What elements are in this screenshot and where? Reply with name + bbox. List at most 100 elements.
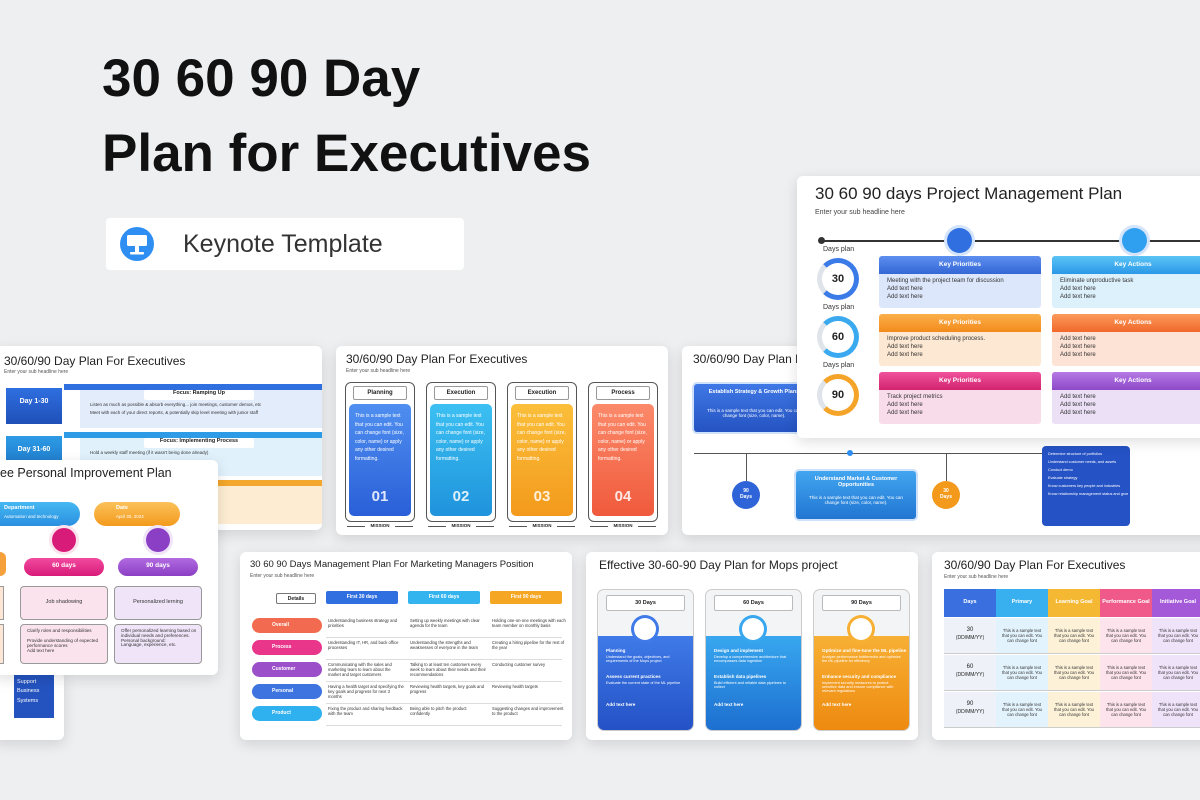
column-body [598, 636, 693, 730]
column-body [814, 636, 909, 730]
pill-label: Date [116, 505, 128, 511]
cell: Communicating with the sales and marketi… [328, 662, 392, 677]
item-head: Assess current practices [606, 674, 661, 679]
card-item: Add text here [887, 410, 923, 416]
column-frame [588, 382, 658, 522]
note: Provide understanding of expected perfor… [27, 638, 98, 648]
column: 60 Days Design and implement Develop a com… [706, 590, 801, 730]
slide-project: 30 60 90 days Project Management Plan Ent… [797, 176, 1200, 438]
card-item: Add text here [1060, 286, 1096, 292]
card: Key Priorities Meeting with the project t… [879, 256, 1041, 308]
table-cell: 30 (DD/MM/YY) [944, 618, 996, 654]
cell: Conducting customer survey [492, 662, 546, 667]
column-card: This is a sample text that you can edit.… [511, 404, 573, 516]
icon-screen [127, 235, 147, 246]
slide-personal: ee Personal Improvement Plan Department Au… [0, 460, 218, 675]
card-item: Add text here [887, 352, 923, 358]
card-item: Add text here [1060, 336, 1096, 342]
icon-base [130, 252, 144, 255]
column-body: This is a sample text that you can edit.… [436, 413, 485, 462]
cell: Holding one-on-one meetings with each te… [492, 618, 566, 628]
card-item: Add text here [1060, 410, 1096, 416]
column-header: 90 Days [822, 595, 901, 611]
box-body: This is a sample text that you can edit.… [809, 495, 903, 505]
card-item: Track project metrics [887, 394, 943, 400]
item-head: Enhance security and compliance [822, 674, 897, 679]
column-frame [507, 382, 577, 522]
table-cell: This is a sample text that you can edit.… [1100, 692, 1152, 728]
column-number: 01 [371, 488, 389, 505]
slide-title: 30 60 90 days Project Management Plan [815, 184, 1123, 203]
title-line: 30 60 90 Day [102, 49, 421, 108]
strategy-box: Understand Market & Customer Opportuniti… [796, 471, 916, 519]
column: 30 Days Planning Understand the goals, obj… [598, 590, 693, 730]
row-rule [326, 681, 562, 682]
day: 90 [966, 701, 974, 707]
cell: Understanding business strategy and prio… [328, 618, 398, 628]
day-date: (DD/MM/YY) [955, 672, 985, 678]
slide-mission: 30/60/90 Day Plan For Executives Enter yo… [336, 346, 668, 535]
table-cell: This is a sample text that you can edit.… [1048, 655, 1100, 691]
cell-text: This is a sample text that you can edit.… [1157, 702, 1199, 717]
card: Key Actions Eliminate unproductive task Ad… [1052, 256, 1200, 308]
column-body: This is a sample text that you can edit.… [355, 413, 404, 462]
note: Add text here [27, 648, 55, 653]
cell: Being able to pitch the product confiden… [410, 706, 467, 716]
slide-subtitle: Enter your sub headline here [4, 369, 69, 375]
period-header: First 60 days [408, 591, 480, 604]
card-item: Add text here [887, 402, 923, 408]
column-header: Planning [353, 386, 407, 400]
icon [634, 618, 656, 640]
box-body: This is a sample text that you can edit.… [707, 408, 801, 418]
cell: Reviewing health targets, key goals and … [410, 684, 485, 694]
list-item: Determine structure of portfolios [1048, 452, 1103, 456]
table-header: Initiative Goal [1152, 589, 1200, 617]
card-item: Eliminate unproductive task [1060, 278, 1134, 284]
focus-label: Focus: Ramping Up [144, 390, 254, 400]
cell-text: This is a sample text that you can edit.… [1157, 665, 1199, 680]
table-cell: This is a sample text that you can edit.… [996, 692, 1048, 728]
column-header: Process [596, 386, 650, 400]
slide-subtitle: Enter your sub headline here [250, 573, 315, 579]
badge-bg [106, 218, 464, 270]
phase-pill: 60 days [24, 558, 104, 576]
slide-title: 30 60 90 Days Management Plan For Market… [250, 559, 534, 570]
column-number: 04 [614, 488, 632, 505]
row-rule [326, 725, 562, 726]
table-cell: This is a sample text that you can edit.… [1048, 692, 1100, 728]
item-head: Optimize and fine-tune the ML pipeline [822, 648, 907, 653]
timeline-icon [1122, 228, 1147, 253]
slide-subtitle: Enter your sub headline here [944, 574, 1009, 580]
cell-text: This is a sample text that you can edit.… [1001, 665, 1043, 680]
slide-title: ee Personal Improvement Plan [0, 466, 172, 480]
table-cell: This is a sample text that you can edit.… [996, 618, 1048, 654]
row-label: Customer [252, 662, 322, 677]
edge-box [0, 624, 4, 664]
card-header: Key Actions [1052, 256, 1200, 274]
period-header: First 30 days [326, 591, 398, 604]
cell-text: This is a sample text that you can edit.… [1157, 628, 1199, 643]
days-ring: 30 [817, 258, 859, 300]
support-box: Support Business Systems [14, 674, 54, 718]
card-item: Improve product scheduling process. [887, 336, 986, 342]
strategy-box: Establish Strategy & Growth Plans This is… [694, 384, 814, 432]
activity: Job shadowing [20, 586, 108, 620]
cell-text: This is a sample text that you can edit.… [1001, 628, 1043, 643]
band-strip [64, 432, 322, 438]
table-header: Primary [996, 589, 1048, 617]
day: 60 [966, 664, 974, 670]
card-item: Meeting with the project team for discus… [887, 278, 1004, 284]
column: 90 Days Optimize and fine-tune the ML pip… [814, 590, 909, 730]
days-ring: 90 [817, 374, 859, 416]
list-item: Know relationship management status and … [1048, 492, 1128, 496]
notes: Clarify roles and responsibilities Provid… [20, 624, 108, 664]
card-item: Add text here [1060, 394, 1096, 400]
more: Add text here [822, 702, 852, 707]
column-header: 60 Days [714, 595, 793, 611]
column-number: 03 [533, 488, 551, 505]
slide-subtitle: Enter your sub headline here [346, 368, 411, 374]
slide-title: 30/60/90 Day Plan For Executives [4, 354, 186, 368]
mission-label: MISSION [527, 523, 557, 530]
table-header: Learning Goal [1048, 589, 1100, 617]
list-item: Conduct demo [1048, 468, 1073, 472]
